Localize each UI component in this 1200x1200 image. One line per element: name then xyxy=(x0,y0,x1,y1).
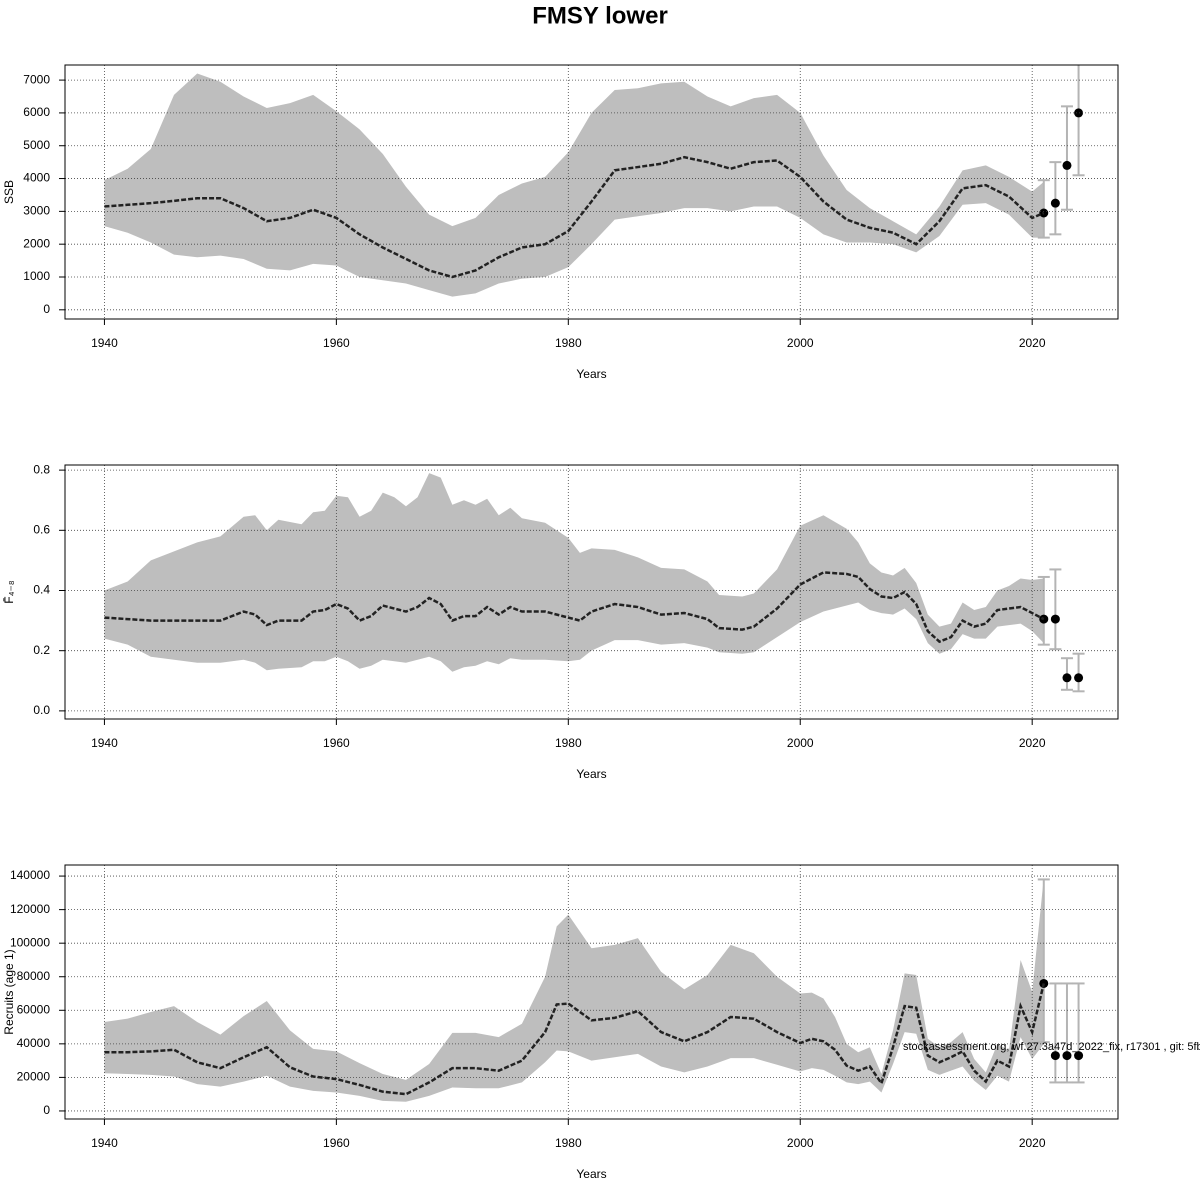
y-tick-label: 120000 xyxy=(10,902,50,916)
y-tick-label: 2000 xyxy=(23,236,50,250)
plot-frame xyxy=(64,864,1119,1120)
x-tick-label: 2000 xyxy=(787,336,814,350)
y-tick-label: 60000 xyxy=(17,1002,51,1016)
y-tick-label: 7000 xyxy=(23,72,50,86)
y-tick-label: 4000 xyxy=(23,171,50,185)
error-bar xyxy=(1072,65,1085,177)
confidence-band xyxy=(104,877,1044,1102)
y-axis-label: SSB xyxy=(2,180,16,204)
forecast-point xyxy=(1074,108,1084,118)
y-tick-label: 40000 xyxy=(17,1036,51,1050)
forecast-point xyxy=(1050,1051,1060,1061)
forecast-point xyxy=(1074,1051,1084,1061)
x-tick-label: 2020 xyxy=(1019,1136,1046,1150)
y-tick-label: 140000 xyxy=(10,868,50,882)
annotation: stockassessment.org, wf.27.3a47d_2022_fi… xyxy=(903,1041,1200,1053)
y-tick-label: 0.2 xyxy=(33,643,50,657)
plot-area xyxy=(104,877,1085,1102)
error-bar xyxy=(1037,575,1050,646)
error-bar xyxy=(1049,982,1062,1084)
x-tick-label: 1980 xyxy=(555,336,582,350)
y-tick-label: 0.0 xyxy=(33,703,50,717)
error-bar xyxy=(1049,568,1062,651)
confidence-band xyxy=(104,73,1044,297)
plot-area xyxy=(104,65,1085,297)
x-tick-label: 1960 xyxy=(323,736,350,750)
y-tick-label: 0.4 xyxy=(33,583,50,597)
x-tick-label: 1940 xyxy=(91,736,118,750)
error-bar xyxy=(1072,982,1085,1084)
confidence-band xyxy=(104,473,1044,672)
plot-frame xyxy=(64,64,1119,320)
y-tick-label: 5000 xyxy=(23,138,50,152)
forecast-point xyxy=(1074,673,1084,683)
plot-frame xyxy=(64,464,1119,720)
y-tick-label: 0 xyxy=(43,1103,50,1117)
x-axis-label: Years xyxy=(576,1167,606,1181)
x-axis-label: Years xyxy=(576,367,606,381)
y-tick-label: 100000 xyxy=(10,935,50,949)
forecast-point xyxy=(1062,1051,1072,1061)
y-tick-label: 6000 xyxy=(23,105,50,119)
x-tick-label: 2000 xyxy=(787,736,814,750)
estimate-line xyxy=(104,983,1045,1096)
y-tick-label: 3000 xyxy=(23,204,50,218)
forecast-point xyxy=(1062,673,1072,683)
x-tick-label: 2020 xyxy=(1019,736,1046,750)
x-tick-label: 1980 xyxy=(555,1136,582,1150)
y-tick-label: 1000 xyxy=(23,269,50,283)
y-tick-label: 0.8 xyxy=(33,462,50,476)
estimate-line xyxy=(104,571,1045,644)
error-bar xyxy=(1049,161,1062,236)
error-bar xyxy=(1037,878,1050,1044)
error-bar xyxy=(1060,982,1073,1084)
error-bar xyxy=(1072,652,1085,693)
y-axis-label: F̄₄₋₈ xyxy=(2,580,16,604)
x-axis-label: Years xyxy=(576,767,606,781)
forecast-point xyxy=(1062,160,1072,170)
y-tick-label: 0 xyxy=(43,302,50,316)
forecast-point xyxy=(1050,614,1060,624)
x-tick-label: 2020 xyxy=(1019,336,1046,350)
x-tick-label: 2000 xyxy=(787,1136,814,1150)
estimate-line xyxy=(104,155,1045,279)
x-tick-label: 1980 xyxy=(555,736,582,750)
chart-title: FMSY lower xyxy=(532,2,668,29)
error-bar xyxy=(1060,105,1073,211)
y-axis-label: Recruits (age 1) xyxy=(2,949,16,1034)
forecast-point xyxy=(1050,198,1060,208)
plot-area xyxy=(104,473,1085,693)
x-tick-label: 1960 xyxy=(323,1136,350,1150)
x-tick-label: 1940 xyxy=(91,336,118,350)
y-tick-label: 20000 xyxy=(17,1070,51,1084)
x-tick-label: 1960 xyxy=(323,336,350,350)
y-tick-label: 0.6 xyxy=(33,522,50,536)
y-tick-label: 80000 xyxy=(17,969,51,983)
x-tick-label: 1940 xyxy=(91,1136,118,1150)
